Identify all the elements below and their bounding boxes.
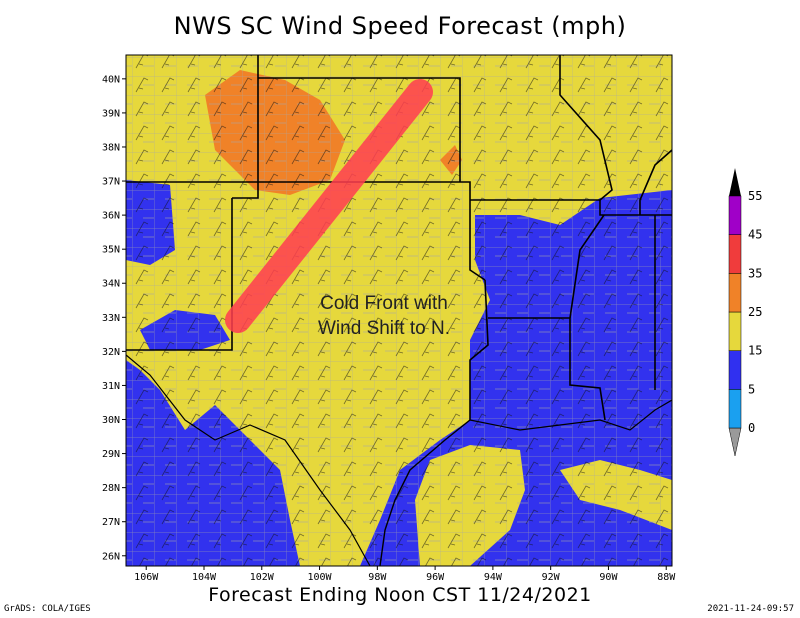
state-boundaries bbox=[126, 55, 672, 421]
grads-credit: GrADS: COLA/IGES bbox=[4, 604, 91, 614]
colorbar-swatch bbox=[728, 389, 742, 429]
colorbar-swatch bbox=[728, 195, 742, 235]
colorbar-label: 35 bbox=[748, 266, 762, 280]
colorbar-swatch bbox=[728, 273, 742, 313]
y-tick-label: 38N bbox=[102, 142, 120, 153]
x-tick-label: 96W bbox=[426, 572, 445, 583]
colorbar-swatch bbox=[728, 311, 742, 351]
x-tick-label: 90W bbox=[599, 572, 618, 583]
coastline-la bbox=[469, 399, 672, 431]
x-tick-label: 88W bbox=[657, 572, 676, 583]
coastline bbox=[379, 419, 471, 566]
x-tick-label: 102W bbox=[250, 572, 275, 583]
x-tick-label: 92W bbox=[542, 572, 561, 583]
y-tick-label: 33N bbox=[102, 313, 120, 324]
x-tick-label: 94W bbox=[484, 572, 503, 583]
x-tick-label: 106W bbox=[134, 572, 159, 583]
colorbar-max-triangle bbox=[729, 168, 741, 196]
y-tick-label: 39N bbox=[102, 108, 120, 119]
map-title: NWS SC Wind Speed Forecast (mph) bbox=[173, 12, 627, 40]
colorbar-label: 25 bbox=[748, 305, 762, 319]
y-tick-label: 40N bbox=[102, 74, 120, 85]
x-axis-ticks: 106W 104W 102W 100W 98W 96W 94W 92W 90W 88W bbox=[134, 566, 676, 583]
y-axis-ticks: 26N 27N 28N 29N 30N 31N 32N 33N 34N 35N 36N 37N 38N 3… bbox=[102, 74, 126, 562]
y-tick-label: 28N bbox=[102, 483, 120, 494]
y-tick-label: 30N bbox=[102, 415, 120, 426]
y-tick-label: 32N bbox=[102, 347, 120, 358]
map-plot-area bbox=[126, 55, 672, 566]
colorbar-label: 15 bbox=[748, 344, 762, 358]
colorbar-label: 55 bbox=[748, 189, 762, 203]
y-tick-label: 29N bbox=[102, 449, 120, 460]
colorbar-label: 45 bbox=[748, 228, 762, 242]
colorbar-label: 5 bbox=[748, 382, 755, 396]
y-tick-label: 36N bbox=[102, 211, 120, 222]
x-tick-label: 100W bbox=[308, 572, 333, 583]
annotation-line-2: Wind Shift to N. bbox=[318, 318, 450, 339]
y-tick-label: 31N bbox=[102, 381, 120, 392]
timestamp: 2021-11-24-09:57 bbox=[707, 604, 794, 614]
y-tick-label: 27N bbox=[102, 517, 120, 528]
colorbar-swatch bbox=[728, 234, 742, 274]
map-frame bbox=[125, 54, 673, 567]
y-tick-label: 34N bbox=[102, 279, 120, 290]
x-tick-label: 104W bbox=[192, 572, 217, 583]
colorbar-label: 0 bbox=[748, 421, 755, 435]
rio-grande bbox=[126, 354, 371, 566]
annotation-line-1: Cold Front with bbox=[320, 293, 448, 314]
colorbar-min-triangle bbox=[728, 427, 742, 457]
forecast-caption: Forecast Ending Noon CST 11/24/2021 bbox=[208, 584, 592, 606]
wind-barbs bbox=[126, 55, 672, 566]
colorbar-swatch bbox=[728, 350, 742, 390]
y-tick-label: 37N bbox=[102, 177, 120, 188]
y-tick-label: 35N bbox=[102, 245, 120, 256]
y-tick-label: 26N bbox=[102, 551, 120, 562]
colorbar: 0 5 15 25 35 45 55 bbox=[728, 168, 762, 457]
cold-front-band bbox=[225, 79, 433, 333]
x-tick-label: 98W bbox=[368, 572, 387, 583]
